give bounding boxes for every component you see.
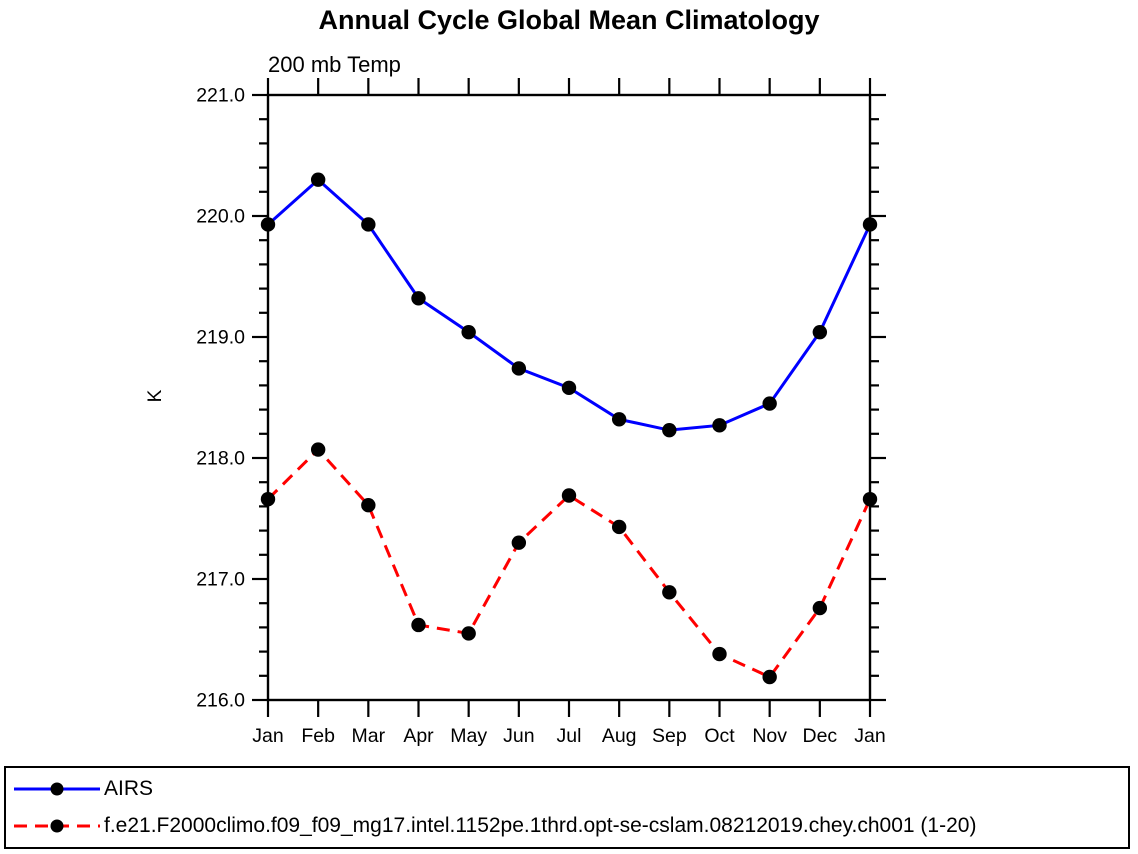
data-point-marker-1: [712, 646, 727, 662]
chart-title: Annual Cycle Global Mean Climatology: [318, 5, 820, 35]
legend-label-airs: AIRS: [104, 777, 154, 800]
y-tick-label: 217.0: [196, 569, 245, 591]
legend-label-model-run: f.e21.F2000climo.f09_f09_mg17.intel.1152…: [104, 814, 977, 837]
data-point-marker-0: [461, 324, 476, 340]
data-point-marker-0: [310, 172, 326, 187]
legend-entry-model-run: f.e21.F2000climo.f09_f09_mg17.intel.1152…: [12, 812, 976, 840]
data-point-marker-1: [611, 519, 627, 535]
chart-subtitle: 200 mb Temp: [268, 52, 401, 77]
legend-box: AIRS f.e21.F2000climo.f09_f09_mg17.intel…: [4, 766, 1130, 849]
y-tick-label: 218.0: [196, 448, 245, 470]
y-tick-label: 221.0: [196, 85, 245, 107]
legend-entry-airs: AIRS: [12, 775, 153, 803]
y-tick-label: 220.0: [196, 206, 245, 228]
data-point-marker-1: [411, 617, 426, 633]
data-point-marker-0: [712, 418, 727, 433]
data-point-marker-1: [812, 600, 828, 616]
x-tick-label: Sep: [652, 725, 687, 747]
y-tick-label: 219.0: [196, 327, 245, 349]
data-point-marker-1: [561, 488, 577, 503]
data-point-marker-0: [411, 291, 426, 306]
data-point-marker-1: [862, 491, 878, 507]
x-tick-label: Feb: [301, 725, 335, 747]
data-point-marker-0: [260, 217, 276, 232]
x-tick-label: Mar: [352, 725, 386, 747]
airs-line-sample: [14, 782, 100, 796]
data-point-marker-1: [260, 491, 276, 507]
data-point-marker-1: [662, 585, 677, 600]
data-point-marker-1: [461, 626, 476, 641]
data-point-marker-1: [310, 442, 326, 457]
data-point-marker-0: [361, 217, 376, 232]
data-point-marker-0: [561, 380, 577, 396]
x-tick-label: Jun: [503, 725, 534, 747]
x-tick-label: Apr: [403, 725, 434, 747]
x-tick-label: Jan: [854, 725, 885, 747]
legend-sample-marker: [50, 819, 64, 833]
chart-canvas: 216.0 217.0 218.0 219.0 220.0 221.0 Jan Feb Mar A…: [196, 78, 886, 747]
data-point-marker-0: [511, 361, 527, 376]
x-tick-label: Nov: [752, 725, 787, 747]
data-point-marker-0: [611, 412, 627, 427]
x-tick-label: Aug: [602, 725, 637, 747]
series-line-1: [266, 447, 872, 679]
data-point-marker-0: [662, 422, 677, 438]
x-tick-label: Oct: [704, 725, 735, 747]
data-point-marker-0: [812, 324, 828, 340]
x-tick-label: Dec: [802, 725, 837, 747]
data-point-marker-1: [762, 669, 777, 685]
data-point-marker-1: [511, 535, 527, 550]
model-run-line-sample: [14, 819, 100, 833]
x-tick-label: Jul: [557, 725, 582, 747]
plot-border: [266, 93, 872, 702]
data-point-marker-1: [361, 497, 376, 513]
legend-sample-marker: [50, 782, 64, 796]
x-tick-label: Jan: [252, 725, 283, 747]
data-point-marker-0: [762, 396, 777, 411]
y-tick-label: 216.0: [196, 690, 245, 712]
x-tick-label: May: [450, 725, 487, 747]
data-point-marker-0: [862, 217, 878, 232]
